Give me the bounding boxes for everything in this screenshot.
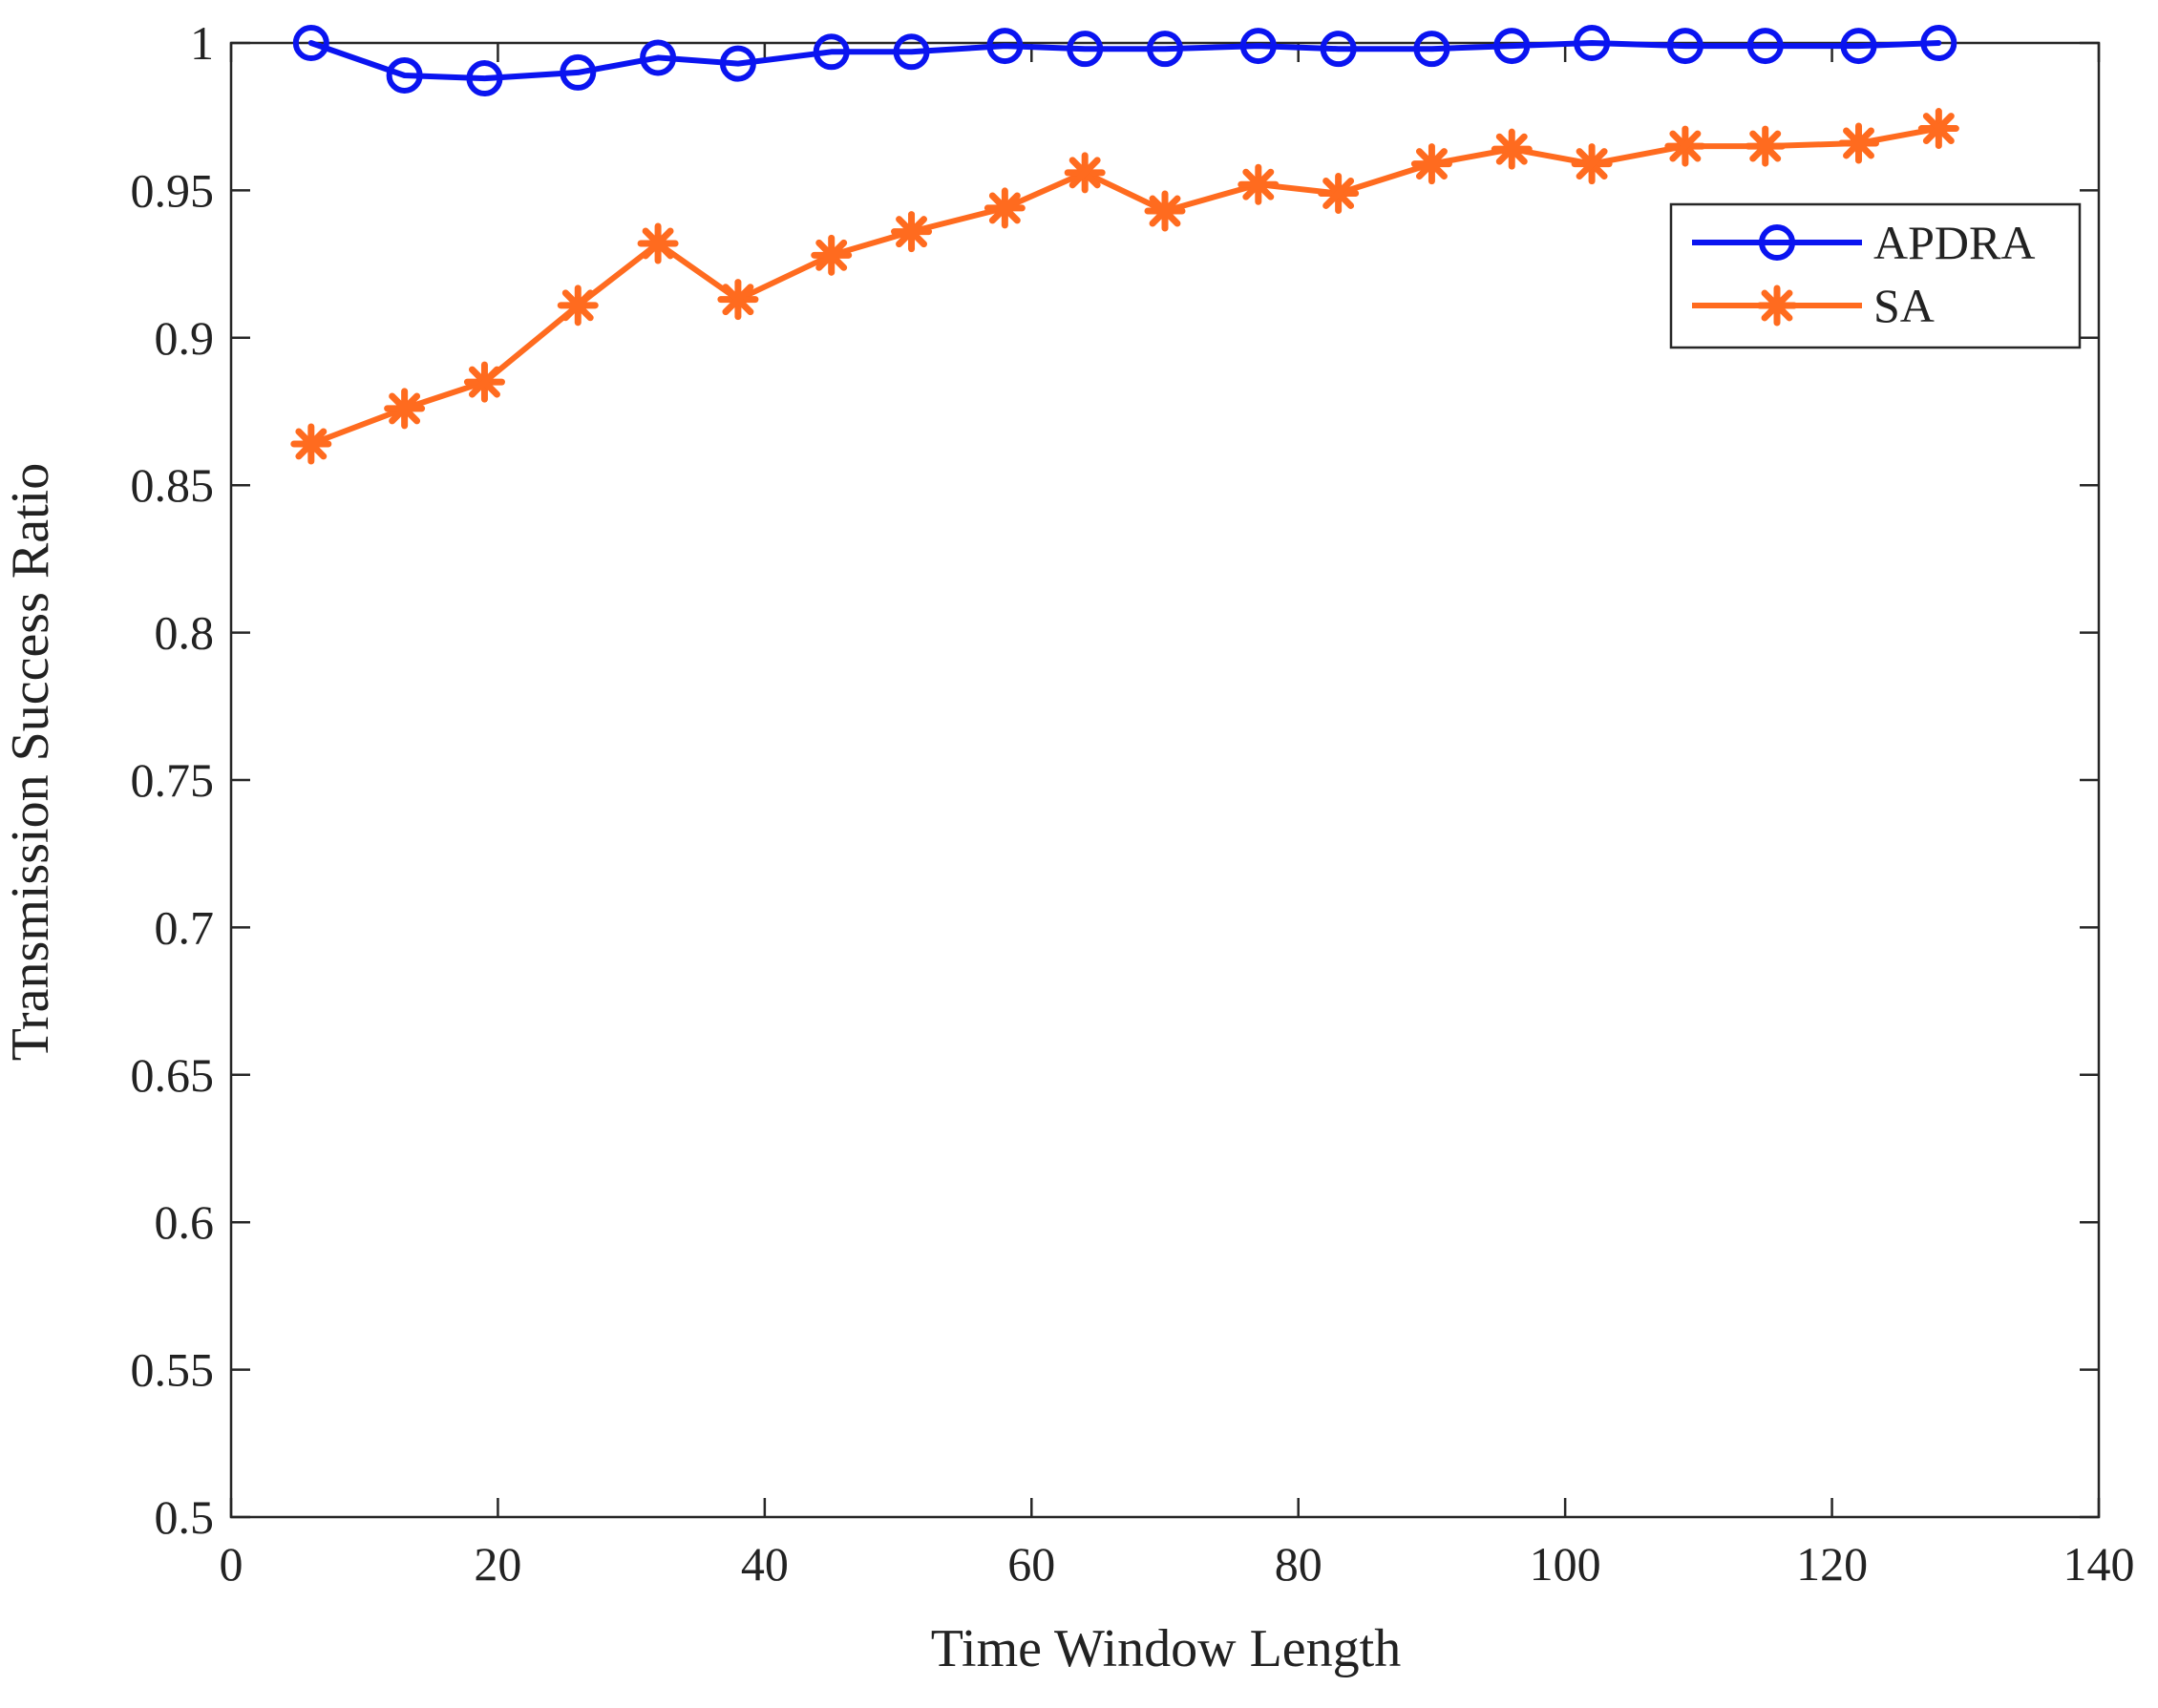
legend-item-apdra: APDRA [1692, 216, 2035, 269]
data-point [1144, 190, 1186, 232]
legend-item-sa: SA [1692, 279, 1935, 332]
data-point [1413, 31, 1450, 68]
data-point [1664, 125, 1706, 167]
legend-label: SA [1873, 279, 1935, 332]
series-apdra [292, 25, 1957, 97]
data-point [557, 285, 599, 327]
data-point [1840, 28, 1877, 65]
data-point [1064, 152, 1106, 194]
data-point [1917, 108, 1959, 150]
data-point [893, 33, 930, 71]
x-tick-label: 120 [1796, 1537, 1868, 1591]
y-tick-label: 0.75 [131, 753, 215, 807]
data-point [984, 187, 1026, 229]
legend-box [1669, 202, 2082, 349]
y-tick-label: 0.5 [155, 1490, 215, 1544]
data-point [1318, 172, 1360, 214]
data-point [1491, 128, 1533, 170]
legend-label: APDRA [1873, 216, 2035, 269]
y-tick-label: 0.55 [131, 1343, 215, 1397]
data-point [1493, 28, 1531, 65]
y-tick-label: 0.95 [131, 163, 215, 217]
y-tick-label: 0.85 [131, 458, 215, 512]
data-point [386, 56, 423, 94]
data-point [1147, 31, 1183, 68]
data-point [891, 211, 933, 253]
data-point [1838, 122, 1880, 164]
legend-marker [1756, 285, 1798, 327]
data-point [813, 33, 850, 71]
data-point [290, 423, 332, 465]
y-axis-label: Transmission Success Ratio [1, 463, 60, 1061]
x-tick-label: 140 [2063, 1537, 2135, 1591]
y-tick-label: 0.8 [155, 606, 215, 660]
data-point [466, 60, 503, 97]
data-point [1239, 28, 1277, 65]
data-point [1745, 125, 1787, 167]
data-point [1238, 163, 1280, 205]
x-tick-label: 80 [1275, 1537, 1322, 1591]
y-tick-label: 0.65 [131, 1048, 215, 1102]
data-point [811, 234, 853, 276]
y-tick-label: 0.7 [155, 900, 215, 954]
data-point [384, 388, 426, 430]
data-point [640, 39, 677, 76]
y-tick-label: 0.6 [155, 1195, 215, 1249]
y-tick-label: 1 [190, 16, 214, 70]
data-point [717, 279, 759, 321]
x-tick-label: 60 [1007, 1537, 1055, 1591]
plot-area: 0 20 40 60 80 100 120 140 0.5 0.55 0.6 0.65 0.7 0.75 0… [131, 16, 2135, 1591]
data-point [1746, 28, 1784, 65]
data-point [719, 45, 756, 82]
data-point [292, 25, 329, 61]
data-point [637, 222, 679, 264]
x-axis-label: Time Window Length [931, 1619, 1401, 1678]
legend-marker [1759, 224, 1795, 261]
data-point [560, 53, 597, 91]
data-point [1067, 31, 1104, 68]
series-sa [290, 108, 1959, 465]
data-point [1410, 143, 1452, 185]
data-point [1320, 31, 1357, 68]
y-tick-label: 0.9 [155, 311, 215, 365]
data-point [1574, 25, 1611, 61]
x-tick-label: 0 [220, 1537, 243, 1591]
data-point [1571, 143, 1613, 185]
data-point [463, 361, 505, 403]
data-point [1666, 28, 1703, 65]
x-tick-label: 20 [474, 1537, 521, 1591]
legend: APDRA SA [1669, 202, 2082, 349]
x-tick-label: 100 [1530, 1537, 1601, 1591]
x-tick-label: 40 [741, 1537, 789, 1591]
data-point [1920, 25, 1957, 61]
data-point [986, 28, 1024, 65]
